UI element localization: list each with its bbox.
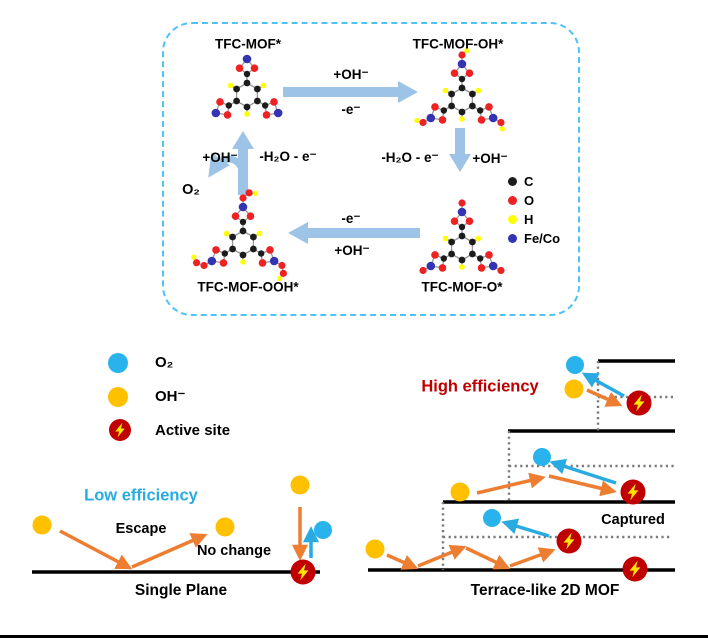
- atom-legend-item-o: O: [508, 191, 534, 210]
- active-site-icon: [109, 419, 131, 441]
- step-label-plus-oh-right: +OH⁻: [472, 151, 508, 166]
- step-label-h2o-e-right: -H₂O - e⁻: [381, 150, 439, 165]
- atom-legend-item-h: H: [508, 210, 533, 229]
- hydroxide-dot: [564, 379, 584, 399]
- o2-release-arrow: [207, 152, 247, 178]
- hydrogen-dot-icon: [508, 215, 517, 224]
- hydroxide-dot: [215, 517, 235, 537]
- state-label-tfc-mof-ooh: TFC-MOF-OOH*: [197, 279, 299, 295]
- o2-out-arrow: [501, 518, 550, 538]
- oxygen-molecule-dot: [483, 509, 501, 527]
- step-label-h2o-e-left: -H₂O - e⁻: [259, 149, 317, 164]
- molecule-tfc-mof-ooh: [190, 188, 287, 281]
- oh-hop-arrow: [465, 546, 511, 570]
- molecule-tfc-mof-oh: [413, 47, 505, 131]
- active-site-marker: [556, 528, 582, 554]
- oh-legend-dot-icon: [108, 387, 128, 407]
- o2-out-arrow: [549, 458, 617, 485]
- hydroxide-dot: [32, 515, 52, 535]
- oh-hop-arrow: [476, 472, 546, 495]
- active-site-marker: [109, 419, 131, 441]
- oh-to-site-arrow: [509, 547, 556, 568]
- lightning-bolt-icon: [115, 422, 125, 438]
- oh-hop-arrow: [386, 553, 419, 570]
- carbon-dot-icon: [508, 177, 517, 186]
- active-site-marker: [620, 479, 646, 505]
- captured-label: Captured: [601, 512, 665, 528]
- reaction-step-arrow: [231, 130, 254, 195]
- step-label-plus-oh-bottom: +OH⁻: [334, 243, 370, 258]
- oxygen-molecule-dot: [533, 448, 551, 466]
- reaction-step-arrow: [448, 127, 471, 172]
- atom-legend-item-c: C: [508, 172, 533, 191]
- step-label-minus-e-bottom: -e⁻: [341, 211, 361, 226]
- escape-label: Escape: [115, 521, 167, 537]
- atom-legend-label: O: [524, 193, 535, 208]
- atom-legend-label: H: [524, 212, 534, 227]
- oxygen-dot-icon: [508, 196, 517, 205]
- single-plane-graphics: [32, 475, 332, 585]
- state-label-tfc-mof-oh: TFC-MOF-OH*: [412, 36, 504, 52]
- active-site-legend-label: Active site: [155, 422, 231, 439]
- oh-legend-label: OH⁻: [155, 388, 186, 405]
- oh-to-site-arrow: [586, 388, 623, 407]
- lightning-bolt-icon: [629, 560, 641, 578]
- hydroxide-dot: [290, 475, 310, 495]
- o2-legend-label: O₂: [155, 354, 174, 371]
- bottom-border-line: [0, 635, 708, 638]
- molecule-tfc-mof: [211, 54, 282, 119]
- o2-out-arrow: [581, 372, 625, 398]
- lightning-bolt-icon: [627, 483, 639, 501]
- cycle-graphics: [190, 47, 505, 281]
- oh-to-site-arrow: [548, 474, 617, 497]
- low-efficiency-title: Low efficiency: [84, 486, 198, 505]
- oh-path-arrow: [59, 529, 133, 570]
- reaction-step-arrow: [282, 80, 418, 103]
- step-label-plus-oh-left: +OH⁻: [202, 150, 238, 165]
- lightning-bolt-icon: [633, 394, 645, 412]
- oh-hop-arrow: [417, 544, 467, 568]
- reaction-step-arrow: [287, 221, 420, 244]
- oxygen-molecule-dot: [314, 521, 332, 539]
- molecule-tfc-mof-o: [418, 198, 505, 274]
- catalytic-cycle-panel: [162, 22, 580, 316]
- escape-arrow: [131, 533, 208, 569]
- atom-legend-label: C: [524, 174, 534, 189]
- state-label-tfc-mof: TFC-MOF*: [215, 36, 281, 52]
- atom-legend-label: Fe/Co: [524, 231, 561, 246]
- terrace-graphics: [365, 356, 675, 582]
- hydroxide-dot: [365, 539, 385, 559]
- oxygen-molecule-dot: [566, 356, 584, 374]
- lightning-bolt-icon: [563, 532, 575, 550]
- o2-legend-dot-icon: [108, 353, 128, 373]
- terrace-caption: Terrace-like 2D MOF: [470, 582, 620, 599]
- step-label-minus-e-top: -e⁻: [341, 102, 361, 117]
- lightning-bolt-icon: [297, 563, 309, 581]
- hydroxide-dot: [450, 482, 470, 502]
- no-change-label: No change: [196, 543, 272, 559]
- single-plane-caption: Single Plane: [134, 582, 228, 599]
- metal-dot-icon: [508, 234, 517, 243]
- active-site-marker: [626, 390, 652, 416]
- o2-release-label: O₂: [182, 182, 200, 198]
- high-efficiency-title: High efficiency: [421, 377, 539, 396]
- step-label-plus-oh-top: +OH⁻: [333, 67, 369, 82]
- active-site-marker: [290, 559, 316, 585]
- state-label-tfc-mof-o: TFC-MOF-O*: [421, 279, 503, 295]
- active-site-marker: [622, 556, 648, 582]
- atom-legend-item-feco: Fe/Co: [508, 229, 560, 248]
